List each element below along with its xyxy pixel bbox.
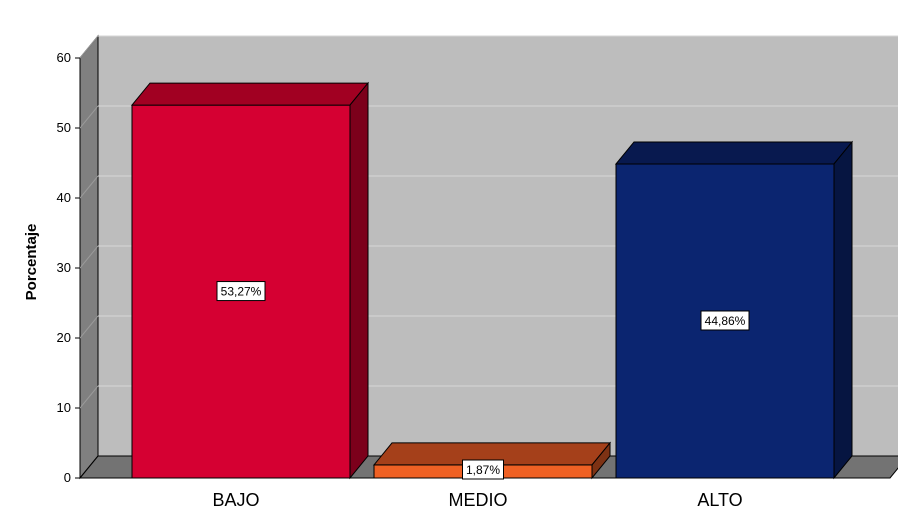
x-axis-categories: BAJO MEDIO ALTO (212, 490, 742, 510)
y-axis: 0 10 20 30 40 50 60 (57, 50, 80, 485)
data-label: 1,87% (466, 463, 500, 477)
category-label: ALTO (697, 490, 742, 510)
bar-medio: 1,87% (372, 441, 612, 480)
gridline-side (79, 315, 99, 339)
bar-bajo: 53,27% (130, 81, 370, 480)
y-tick-label: 0 (64, 470, 71, 485)
y-axis-label: Porcentaje (23, 224, 40, 301)
gridline-side (79, 245, 99, 269)
y-tick-label: 30 (57, 260, 71, 275)
bars: 53,27% 1,87% 44,86% (130, 81, 854, 480)
bar-top (130, 82, 370, 106)
y-tick-label: 40 (57, 190, 71, 205)
data-label: 53,27% (221, 285, 262, 299)
gridline-side (79, 105, 99, 129)
category-label: MEDIO (448, 490, 507, 510)
y-tick-label: 60 (57, 50, 71, 65)
y-tick-label: 20 (57, 330, 71, 345)
bar-side (833, 140, 853, 480)
y-tick-label: 50 (57, 120, 71, 135)
gridline-side (79, 175, 99, 199)
data-label-box (462, 459, 504, 480)
data-label-box (216, 281, 266, 302)
data-label-box (700, 310, 750, 331)
y-tick-label: 10 (57, 400, 71, 415)
bar-alto: 44,86% (614, 140, 854, 480)
data-label: 44,86% (705, 314, 746, 328)
gridline-side (79, 385, 99, 409)
bar-side (349, 81, 369, 480)
bar-side (591, 441, 611, 480)
category-label: BAJO (212, 490, 259, 510)
gridline-side (79, 35, 99, 59)
bar-top (614, 141, 854, 165)
